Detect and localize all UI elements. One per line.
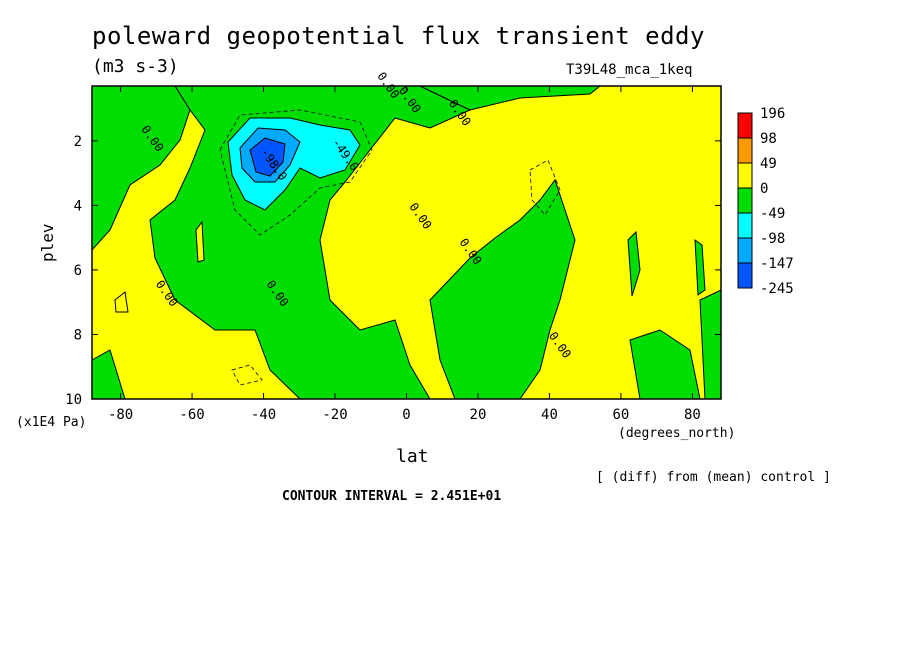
colorbar: 196 98 49 0 -49 -98 -147 -245 (737, 106, 794, 297)
y-tick-label: 8 (74, 327, 82, 343)
x-tick-label: -20 (322, 407, 347, 423)
colorbar-label: 98 (760, 131, 777, 147)
y-tick-label: 2 (74, 134, 82, 150)
x-tick-label: -60 (179, 407, 204, 423)
y-tick-label: 10 (65, 392, 82, 408)
diff-note: [ (diff) from (mean) control ] (596, 470, 831, 485)
negative-region-right-lower (629, 329, 701, 400)
colorbar-label: -245 (760, 281, 794, 297)
negative-region-right-sliver (694, 238, 706, 296)
contour-interval: CONTOUR INTERVAL = 2.451E+01 (282, 489, 502, 504)
y-tick-label: 4 (74, 198, 82, 214)
dashed-contour-3 (231, 364, 263, 386)
x-tick-label: 60 (613, 407, 630, 423)
colorbar-label: 49 (760, 156, 777, 172)
dashed-contour-1 (219, 109, 373, 236)
y-axis-unit: (x1E4 Pa) (16, 415, 87, 430)
colorbar-swatch (737, 187, 753, 214)
colorbar-label: -98 (760, 231, 785, 247)
colorbar-swatch (737, 162, 753, 189)
chart-units: (m3 s-3) (92, 56, 179, 77)
chart-title: poleward geopotential flux transient edd… (92, 22, 705, 50)
field-fill (91, 85, 722, 400)
y-tick-label: 6 (74, 263, 82, 279)
colorbar-swatch (737, 112, 753, 139)
dashed-contours (219, 109, 561, 386)
colorbar-label: -147 (760, 256, 794, 272)
colorbar-label: 0 (760, 181, 768, 197)
colorbar-swatch (737, 262, 753, 289)
x-tick-label: 20 (470, 407, 487, 423)
negative-region-upper-left (91, 85, 191, 252)
x-tick-label: 80 (684, 407, 701, 423)
positive-island-1 (195, 220, 205, 263)
x-tick-label: 0 (402, 407, 410, 423)
colorbar-swatch (737, 237, 753, 264)
colorbar-swatch (737, 212, 753, 239)
dashed-contour-2 (529, 159, 561, 216)
run-id-label: T39L48_mca_1keq (566, 62, 693, 78)
negative-region-central (149, 85, 472, 400)
colorbar-swatch (737, 137, 753, 164)
x-axis-unit: (degrees_north) (618, 426, 736, 441)
colorbar-label: -49 (760, 206, 785, 222)
axes: -80 -60 -40 -20 0 20 40 60 80 2 4 6 8 10 (65, 85, 722, 423)
x-axis-label: lat (396, 446, 429, 467)
strongest-negative-core (249, 137, 286, 177)
x-tick-label: 40 (541, 407, 558, 423)
x-tick-label: -40 (251, 407, 276, 423)
positive-island-2 (114, 291, 129, 313)
x-tick-label: -80 (108, 407, 133, 423)
negative-region-right-narrow (627, 230, 641, 297)
colorbar-label: 196 (760, 106, 785, 122)
